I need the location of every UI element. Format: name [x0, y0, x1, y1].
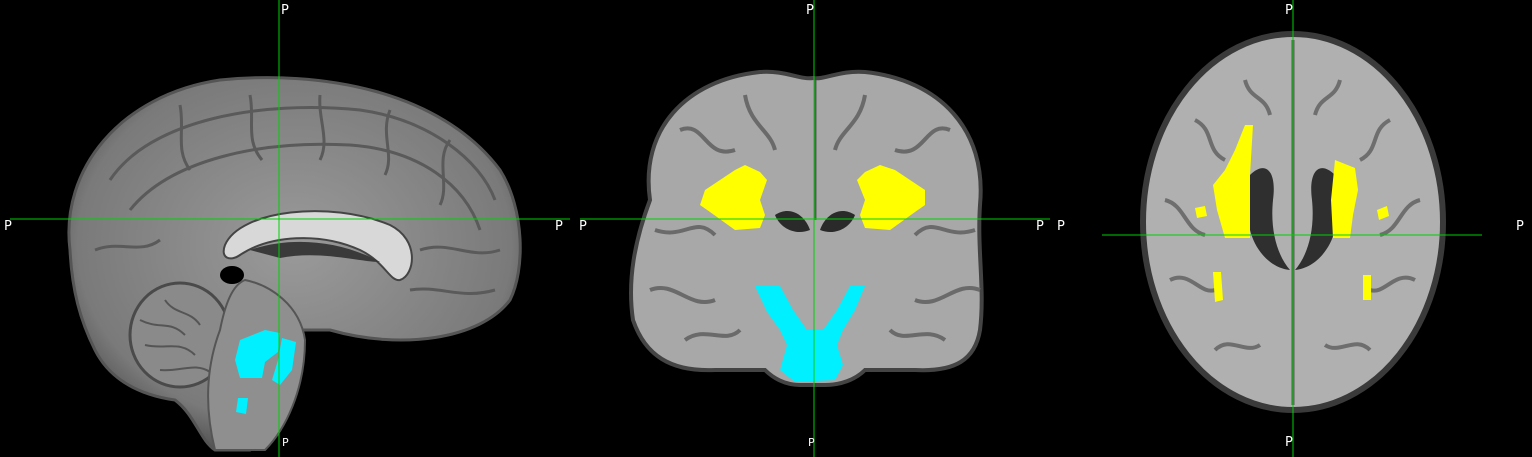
orientation-label-right: P — [555, 219, 563, 234]
orientation-label-bottom: P — [282, 436, 289, 449]
axial-slice — [1102, 0, 1482, 457]
orientation-label-bottom: P — [1285, 435, 1293, 450]
coronal-view[interactable]: P P P P — [575, 0, 1055, 457]
brainstem-overlay — [755, 286, 865, 382]
orientation-label-left: P — [4, 219, 12, 234]
sagittal-view[interactable]: P P P P — [0, 0, 575, 457]
brainstem-overlay — [235, 330, 296, 414]
orientation-label-left: P — [579, 219, 587, 234]
orientation-label-right: P — [1516, 219, 1524, 234]
sagittal-slice — [10, 0, 570, 457]
orientation-label-top: P — [281, 3, 289, 18]
orientation-label-right: P — [1036, 219, 1044, 234]
axial-view[interactable]: P P P P — [1055, 0, 1532, 457]
white-matter-overlay — [700, 165, 925, 230]
orientation-label-left: P — [1057, 219, 1065, 234]
coronal-slice — [580, 0, 1050, 457]
orientation-label-bottom: P — [808, 436, 815, 449]
orientation-label-top: P — [806, 3, 814, 18]
white-matter-overlay — [1195, 125, 1389, 302]
orientation-label-top: P — [1285, 3, 1293, 18]
